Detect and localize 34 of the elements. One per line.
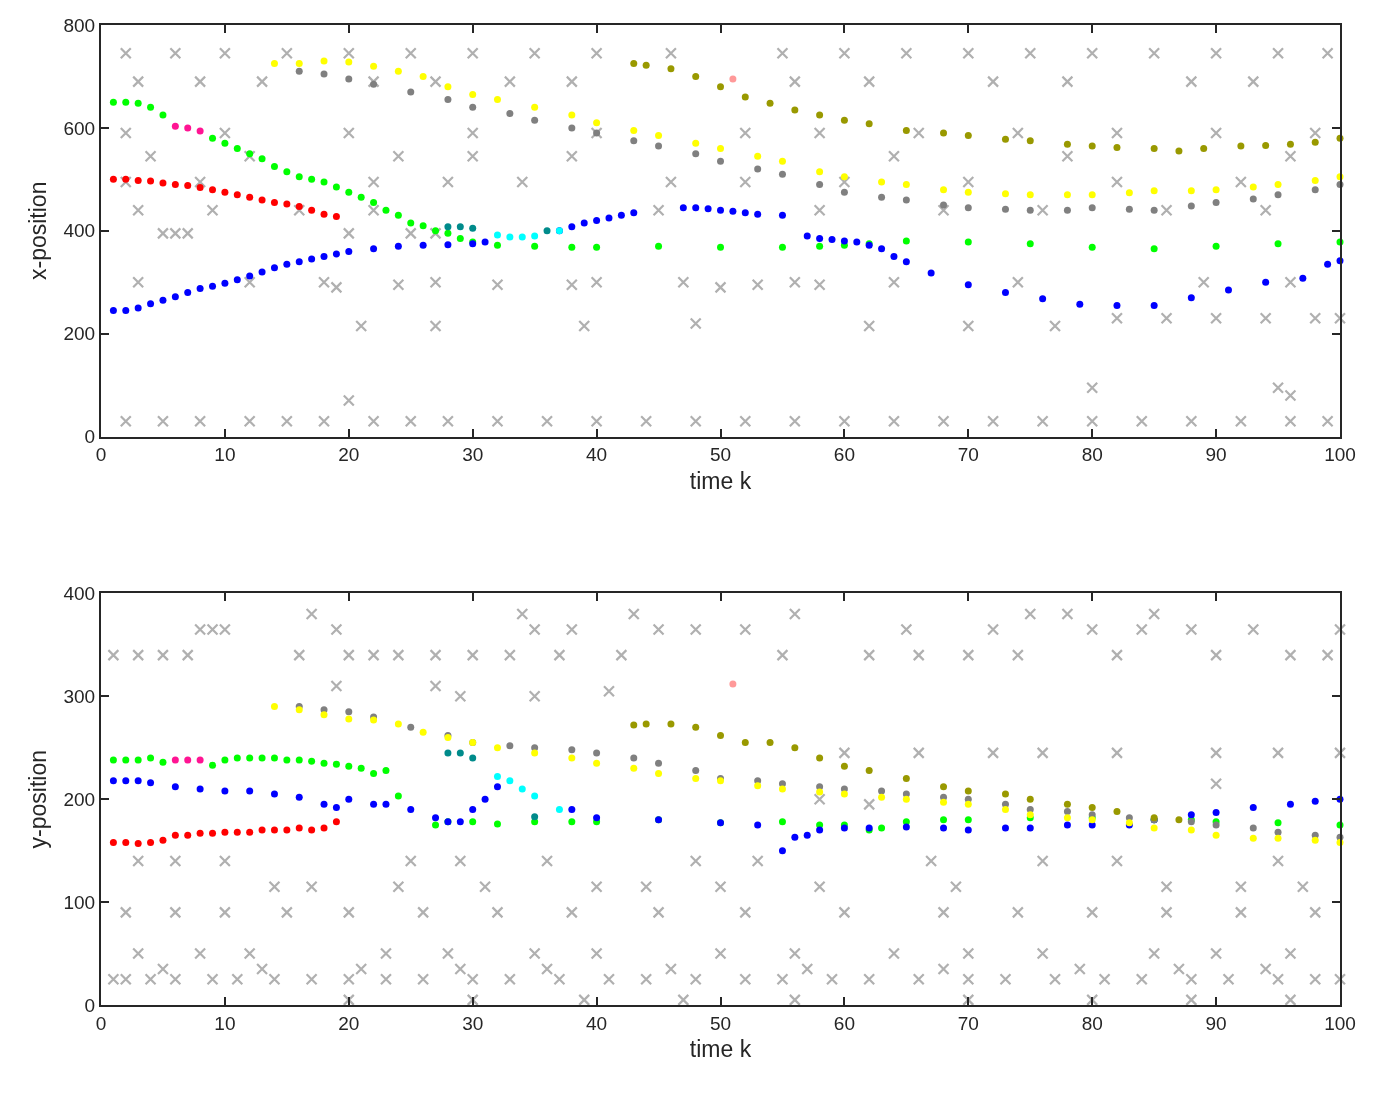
x-tick-label: 50	[709, 1012, 732, 1034]
x-tick-label: 50	[709, 444, 732, 466]
x-tick-label: 80	[1081, 1012, 1103, 1034]
x-tick-label: 90	[1205, 1012, 1227, 1034]
x-tick-label: 100	[1324, 1012, 1356, 1034]
y-tick-label: 400	[63, 583, 96, 605]
x-tick-label: 30	[462, 444, 484, 466]
x-tick-label: 40	[586, 444, 608, 466]
x-tick-label: 70	[957, 444, 979, 466]
y-tick-label: 400	[63, 220, 96, 242]
x-tick-label: 20	[338, 444, 360, 466]
y-tick-label: 200	[63, 323, 96, 345]
x-tick-label: 60	[833, 1012, 855, 1034]
x-tick-label: 70	[957, 1012, 979, 1034]
y-tick-label: 0	[84, 994, 96, 1016]
x-tick-label: 10	[214, 444, 236, 466]
x-tick-label: 90	[1205, 444, 1227, 466]
y-tick-label: 800	[63, 14, 96, 36]
y-axis-title: x-position	[25, 181, 52, 281]
x-tick-label: 80	[1081, 444, 1103, 466]
y-tick-label: 200	[63, 788, 96, 810]
x-tick-label: 20	[338, 1012, 360, 1034]
x-axis-title: time k	[689, 467, 752, 494]
y-tick-label: 600	[63, 117, 96, 139]
x-tick-label: 40	[586, 1012, 608, 1034]
x-axis-title: time k	[689, 1035, 752, 1062]
y-tick-label: 300	[63, 685, 96, 707]
y-axis-title: y-position	[25, 749, 52, 849]
x-tick-label: 100	[1324, 444, 1356, 466]
x-tick-label: 60	[833, 444, 855, 466]
x-tick-label: 10	[214, 1012, 236, 1034]
y-tick-label: 100	[63, 891, 96, 913]
x-tick-label: 30	[462, 1012, 484, 1034]
y-tick-label: 0	[84, 426, 96, 448]
